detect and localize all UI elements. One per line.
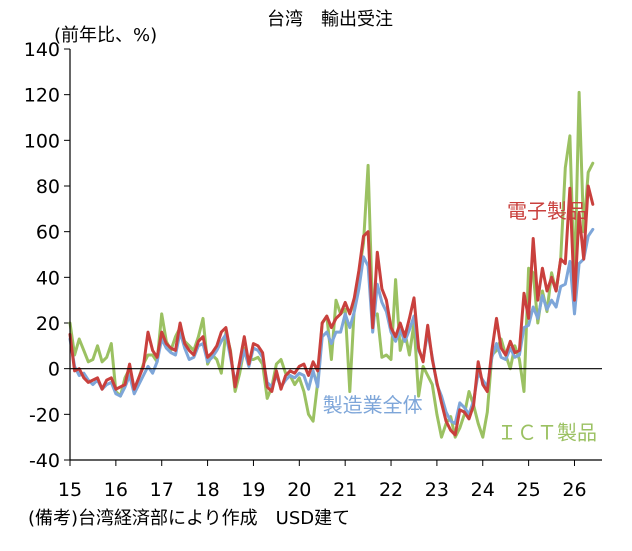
series-label: 電子製品: [507, 199, 587, 223]
series-line: [68, 227, 595, 425]
x-tick-label: 23: [425, 479, 449, 501]
y-tick-label: -40: [29, 450, 60, 472]
x-tick-label: 26: [562, 479, 586, 501]
axes: [69, 49, 602, 461]
series-label: 製造業全体: [323, 393, 423, 417]
y-tick-label: 20: [36, 313, 60, 335]
source-note: (備考)台湾経済部により作成 USD建て: [28, 508, 350, 529]
x-axis: 15 16 17 18 19 20 21 22 23 24 25 26: [58, 460, 587, 501]
y-tick-label: 40: [36, 267, 60, 289]
series-lines: [68, 90, 595, 439]
x-tick-label: 20: [287, 479, 311, 501]
y-axis-label: (前年比、%): [54, 25, 157, 46]
y-tick-label: 140: [24, 39, 60, 61]
x-tick-label: 15: [58, 479, 82, 501]
series-label: ＩＣＴ製品: [497, 420, 597, 444]
series-line: [68, 90, 595, 439]
x-tick-label: 21: [333, 479, 357, 501]
y-tick-label: 80: [36, 176, 60, 198]
y-axis: -40 -20 0 20 40 60 80 100 120 140: [24, 39, 70, 472]
series-labels: 製造業全体 電子製品 ＩＣＴ製品: [323, 199, 597, 444]
x-tick-label: 22: [379, 479, 403, 501]
chart-title: 台湾 輸出受注: [267, 9, 393, 30]
y-tick-label: 100: [24, 130, 60, 152]
series-line: [68, 184, 595, 437]
y-tick-label: 60: [36, 222, 60, 244]
x-tick-label: 16: [104, 479, 128, 501]
x-tick-label: 17: [150, 479, 174, 501]
y-tick-label: 120: [24, 85, 60, 107]
y-tick-label: 0: [48, 359, 60, 381]
x-tick-label: 18: [195, 479, 219, 501]
x-tick-label: 24: [471, 479, 495, 501]
x-tick-label: 19: [241, 479, 265, 501]
y-tick-label: -20: [29, 404, 60, 426]
x-tick-label: 25: [517, 479, 541, 501]
